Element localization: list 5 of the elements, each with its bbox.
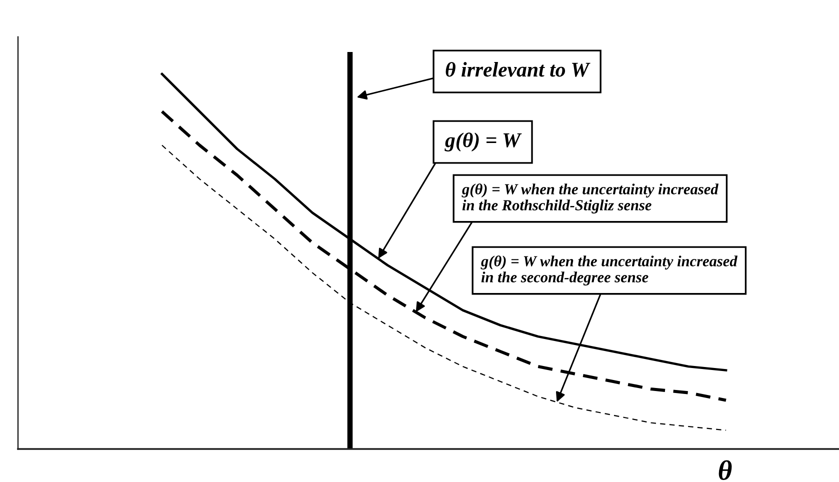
x-axis-title: θ xyxy=(718,460,732,480)
text: g(θ) = W when the uncertainty increased in the second-degree sense xyxy=(480,256,738,286)
text: g(θ) = W xyxy=(444,132,522,152)
text: g(θ) = W when the uncertainty increased in the Rothschild-Stigliz sense xyxy=(462,184,718,214)
annotation: θ irrelevant to W xyxy=(446,62,590,77)
